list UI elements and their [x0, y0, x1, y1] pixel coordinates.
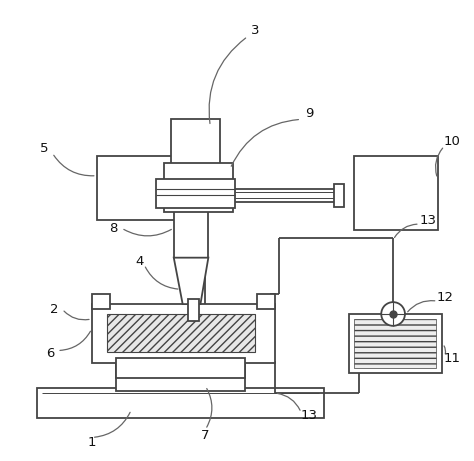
Text: 9: 9 — [305, 107, 313, 120]
Bar — [188, 299, 200, 321]
Text: 6: 6 — [46, 347, 55, 360]
Text: 8: 8 — [109, 222, 118, 235]
Text: 4: 4 — [135, 255, 143, 268]
Bar — [37, 388, 324, 418]
Bar — [117, 359, 245, 378]
Bar — [257, 294, 274, 309]
Text: 11: 11 — [444, 352, 461, 365]
Bar — [156, 178, 235, 208]
Text: 7: 7 — [201, 429, 210, 442]
Text: 13: 13 — [301, 409, 318, 422]
Text: 2: 2 — [50, 302, 58, 315]
Bar — [92, 294, 109, 309]
Bar — [174, 198, 209, 258]
Bar — [92, 304, 274, 363]
Bar — [354, 319, 436, 368]
Text: 5: 5 — [40, 142, 49, 155]
Polygon shape — [174, 258, 209, 304]
Circle shape — [381, 302, 405, 326]
Bar — [354, 156, 438, 230]
Text: 10: 10 — [444, 135, 461, 148]
Bar — [349, 314, 443, 373]
Bar — [117, 356, 245, 391]
Text: 3: 3 — [251, 24, 259, 37]
Bar — [334, 183, 344, 207]
Text: 1: 1 — [88, 436, 96, 449]
Bar — [107, 314, 255, 352]
Bar — [164, 163, 233, 212]
Bar — [97, 156, 176, 220]
Text: 13: 13 — [419, 213, 436, 227]
Text: 12: 12 — [437, 291, 454, 304]
Bar — [171, 119, 220, 174]
